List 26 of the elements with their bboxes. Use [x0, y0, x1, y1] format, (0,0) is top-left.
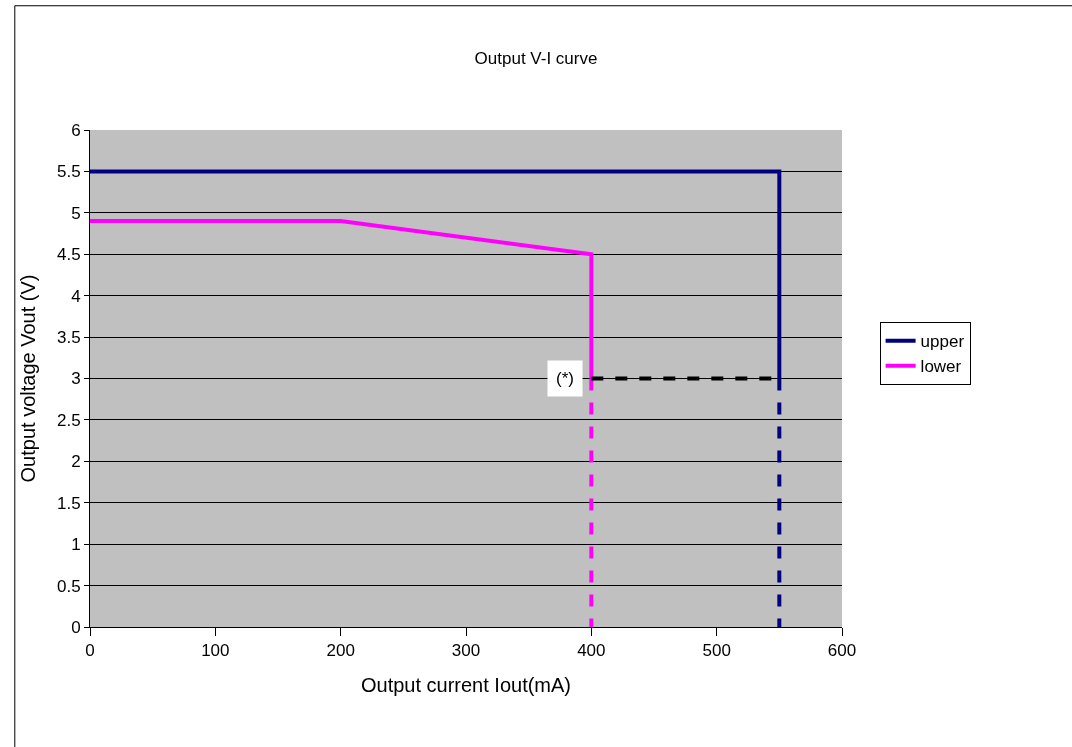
- y-tick-label: 1.5: [56, 493, 81, 513]
- y-tick-label: 1: [71, 535, 81, 555]
- y-tick-label: 6: [71, 120, 81, 140]
- x-tick-label: 300: [451, 641, 481, 661]
- y-tick-label: 4.5: [56, 245, 81, 265]
- legend-label: upper: [920, 332, 965, 352]
- y-tick-label: 2: [71, 452, 81, 472]
- x-tick-label: 0: [85, 641, 95, 661]
- y-tick-label: 0: [71, 617, 81, 637]
- x-tick-label: 200: [326, 641, 355, 661]
- annotation: (*): [556, 369, 574, 388]
- y-tick-label: 5: [71, 203, 81, 223]
- x-axis-title: Output current Iout(mA): [360, 673, 572, 696]
- y-tick-label: 3.5: [56, 328, 81, 348]
- x-tick-label: 500: [702, 641, 731, 661]
- y-tick-label: 4: [71, 286, 81, 306]
- y-tick-label: 5.5: [56, 162, 81, 182]
- x-tick-label: 100: [201, 641, 230, 661]
- x-tick-label: 600: [827, 641, 857, 661]
- x-tick-label: 400: [577, 641, 606, 661]
- chart-title: Output V-I curve: [474, 49, 598, 69]
- y-tick-label: 3: [71, 369, 81, 389]
- legend-label: lower: [920, 357, 962, 377]
- y-tick-label: 2.5: [56, 410, 81, 430]
- y-axis-title: Output voltage Vout (V): [17, 274, 40, 483]
- y-tick-label: 0.5: [56, 576, 81, 596]
